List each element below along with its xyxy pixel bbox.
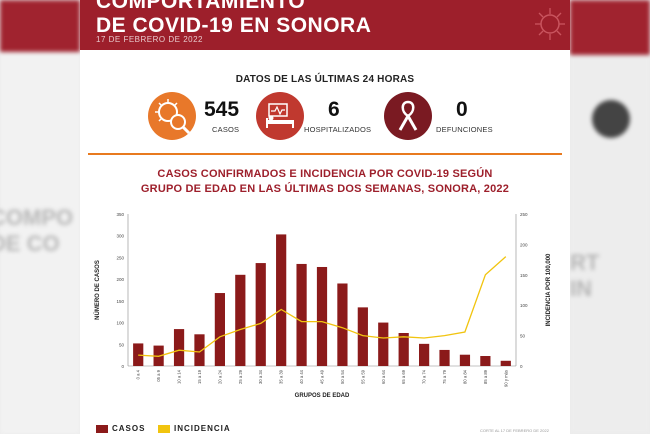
- report-date: 17 DE FEBRERO DE 2022: [96, 35, 203, 44]
- summary-title: DATOS DE LAS ÚLTIMAS 24 HORAS: [235, 74, 415, 85]
- bar-casos: [296, 263, 307, 366]
- section-divider: [88, 153, 562, 155]
- x-tick-label: 20 a 24: [217, 369, 222, 384]
- x-tick-label: 50 a 54: [340, 369, 345, 384]
- bar-casos: [500, 360, 511, 366]
- bar-casos: [398, 332, 409, 366]
- y2-tick-label: 100: [520, 303, 528, 308]
- x-tick-label: 25 a 29: [238, 369, 243, 384]
- bar-casos: [419, 343, 430, 366]
- background-left-text: COMPO DE CO: [0, 205, 73, 257]
- y-tick-label: 300: [116, 234, 124, 239]
- x-tick-label: 35 a 39: [279, 369, 284, 384]
- y2-tick-label: 250: [520, 212, 528, 217]
- incidence-line: [138, 256, 507, 357]
- x-tick-label: 80 a 84: [462, 369, 467, 384]
- x-tick-label: 40 a 44: [299, 369, 304, 384]
- age-group-chart: 0 50 100 150 200 250 300 350 0 50 100 150 200 250 0 …: [94, 212, 552, 399]
- legend-swatch-incidencia: [158, 425, 170, 433]
- cases-count: 545: [204, 98, 240, 121]
- legend-label-casos: CASOS: [112, 424, 146, 433]
- x-tick-label: 0 a 4: [136, 369, 141, 379]
- background-right-line2: IN: [570, 276, 592, 301]
- y2-tick-label: 200: [520, 242, 528, 247]
- infographic-card: COMPORTAMIENTO DE COVID-19 EN SONORA 17 …: [80, 0, 570, 434]
- chart-title: CASOS CONFIRMADOS E INCIDENCIA POR COVID…: [80, 167, 570, 197]
- y-tick-label: 0: [121, 364, 124, 369]
- y2-tick-label: 50: [520, 334, 526, 339]
- x-tick-label: 30 a 34: [258, 369, 263, 384]
- background-right-logo: [592, 100, 630, 138]
- footnote: CORTE AL 17 DE FEBRERO DE 2022: [480, 428, 549, 433]
- y-tick-label: 350: [116, 212, 124, 217]
- chart-title-line1: CASOS CONFIRMADOS E INCIDENCIA POR COVID…: [157, 168, 493, 180]
- bar-casos: [480, 356, 491, 366]
- bar-casos: [133, 343, 144, 366]
- hospitalized-label: HOSPITALIZADOS: [304, 125, 372, 134]
- ribbon-icon: [384, 92, 432, 140]
- deaths-label: DEFUNCIONES: [436, 125, 493, 134]
- cases-label: CASOS: [212, 125, 240, 134]
- title-line1: COMPORTAMIENTO: [96, 0, 306, 13]
- x-tick-label: 65 a 69: [401, 369, 406, 384]
- x-tick-label: 10 a 14: [177, 369, 182, 384]
- bar-casos: [316, 266, 328, 366]
- x-tick-label: 90 y más: [503, 370, 508, 387]
- y-tick-label: 150: [116, 299, 124, 304]
- x-tick-label: 60 a 64: [381, 369, 386, 384]
- bar-casos: [378, 322, 389, 366]
- virus-magnifier-icon: [148, 92, 196, 140]
- bar-casos: [357, 307, 368, 366]
- y2-tick-label: 150: [520, 273, 528, 278]
- background-right-text: RT IN: [570, 250, 599, 302]
- bar-casos: [276, 234, 287, 366]
- y2-axis-label: INCIDENCIA POR 100,000: [546, 253, 552, 326]
- x-tick-label: 55 a 59: [360, 369, 365, 384]
- legend-label-incidencia: INCIDENCIA: [174, 424, 231, 433]
- bar-casos: [214, 293, 225, 366]
- bar-casos: [439, 349, 450, 366]
- x-axis-label: GRUPOS DE EDAD: [295, 393, 350, 399]
- x-tick-label: 85 a 89: [483, 369, 488, 384]
- x-tick-label: 70 a 74: [422, 369, 427, 384]
- legend-swatch-casos: [96, 425, 108, 433]
- hospitalized-count: 6: [328, 98, 340, 121]
- y-axis-label: NÚMERO DE CASOS: [94, 260, 101, 320]
- bar-casos: [235, 274, 246, 366]
- background-right-panel: RT IN: [570, 0, 650, 434]
- background-right-line1: RT: [570, 250, 600, 275]
- y2-tick-label: 0: [520, 364, 523, 369]
- header-banner: COMPORTAMIENTO DE COVID-19 EN SONORA 17 …: [80, 0, 570, 50]
- y-tick-label: 200: [116, 277, 124, 282]
- x-tick-label: 05 a 9: [156, 369, 161, 381]
- bar-casos: [173, 329, 185, 366]
- title-line2: DE COVID-19 EN SONORA: [96, 14, 372, 37]
- x-tick-label: 45 a 49: [320, 369, 325, 384]
- background-left-line2: DE CO: [0, 231, 60, 256]
- virus-decoration-icon: [535, 8, 565, 40]
- bar-casos: [337, 283, 348, 366]
- y-tick-label: 250: [116, 255, 124, 260]
- background-left-panel: COMPO DE CO: [0, 0, 80, 434]
- y-tick-label: 50: [119, 342, 125, 347]
- x-tick-label: 15 a 19: [197, 369, 202, 384]
- bar-casos: [255, 263, 266, 366]
- hospital-bed-icon: [256, 92, 304, 140]
- deaths-count: 0: [456, 98, 468, 121]
- bar-casos: [194, 334, 205, 366]
- background-left-line1: COMPO: [0, 205, 74, 230]
- y-tick-label: 100: [116, 321, 124, 326]
- page-title: COMPORTAMIENTO DE COVID-19 EN SONORA: [96, 0, 371, 38]
- x-tick-label: 75 a 79: [442, 369, 447, 384]
- chart-title-line2: GRUPO DE EDAD EN LAS ÚLTIMAS DOS SEMANAS…: [140, 183, 510, 195]
- bar-casos: [459, 354, 471, 366]
